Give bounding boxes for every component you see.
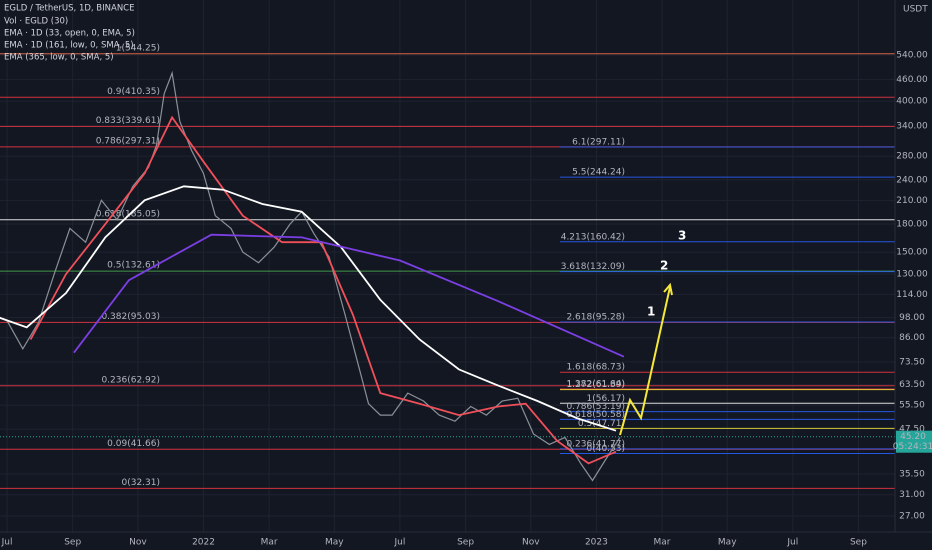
- y-tick-label: 400.00: [896, 97, 928, 107]
- fib-label: 0(32.31): [121, 478, 160, 488]
- projection-path: [619, 286, 671, 436]
- fib-label: 3.618(132.09): [561, 262, 625, 272]
- fib-label: 1(56.17): [586, 394, 625, 404]
- y-tick-label: 31.00: [899, 490, 925, 500]
- x-tick-label: Sep: [850, 538, 867, 548]
- fib-label: 0.5(132.61): [107, 261, 160, 271]
- fib-label: 2.618(95.28): [566, 312, 625, 322]
- current-price-box: [896, 430, 932, 453]
- y-tick-label: 540.00: [896, 51, 928, 61]
- x-tick-label: 2022: [192, 538, 215, 548]
- fib-label: 0.382(95.03): [101, 312, 160, 322]
- y-tick-label: 210.00: [896, 196, 928, 206]
- y-tick-label: 150.00: [896, 248, 928, 258]
- x-tick-label: Mar: [261, 538, 278, 548]
- annotation: 3: [678, 229, 686, 243]
- y-tick-label: 27.00: [899, 511, 925, 521]
- fib-label: 1.272(61.39): [566, 380, 625, 390]
- fib-label: 4.213(160.42): [561, 232, 625, 242]
- y-tick-label: 240.00: [896, 175, 928, 185]
- fib-label: 1(544.25): [116, 43, 160, 53]
- annotation: 2: [660, 259, 668, 273]
- y-tick-label: 55.50: [899, 401, 925, 411]
- axes: 540.00460.00400.00340.00280.00240.00210.…: [1, 51, 932, 548]
- y-tick-label: 340.00: [896, 122, 928, 132]
- x-tick-label: Jul: [786, 538, 798, 548]
- y-tick-label: 98.00: [899, 313, 925, 323]
- x-tick-label: May: [325, 538, 344, 548]
- y-tick-label: 460.00: [896, 75, 928, 85]
- y-tick-label: 86.00: [899, 333, 925, 343]
- fib-label: 0.833(339.61): [96, 116, 160, 126]
- y-tick-label: 280.00: [896, 152, 928, 162]
- fib-label: 1.618(68.73): [566, 363, 625, 373]
- price-lines: [0, 70, 895, 482]
- fib-label: 0.786(53.19): [566, 402, 625, 412]
- indicator-line: [0, 185, 617, 432]
- fib-label: 0.236(62.92): [101, 375, 160, 385]
- y-tick-label: 73.50: [899, 357, 925, 367]
- countdown-label: 05:24:31: [893, 442, 932, 452]
- legend-entry: EMA · 1D (33, open, 0, EMA, 5): [4, 29, 135, 39]
- x-tick-label: 2023: [585, 538, 608, 548]
- chart-title: EGLD / TetherUS, 1D, BINANCE: [4, 4, 134, 14]
- fib-label: 0.236(41.77): [566, 439, 625, 449]
- fib-label: 0.9(410.35): [107, 87, 160, 97]
- fib-label: 0.786(297.31): [96, 136, 160, 146]
- y-tick-label: 130.00: [896, 270, 928, 280]
- y-tick-label: 47.50: [899, 425, 925, 435]
- x-tick-label: Nov: [129, 538, 147, 548]
- fib-label: 0.09(41.66): [107, 439, 160, 449]
- x-tick-label: May: [718, 538, 737, 548]
- annotation: 1: [647, 305, 655, 319]
- x-tick-label: Sep: [457, 538, 474, 548]
- fib-label: 6.1(297.11): [572, 137, 625, 147]
- indicator-line: [73, 233, 625, 358]
- x-tick-label: Sep: [64, 538, 81, 548]
- x-tick-label: Jul: [394, 538, 406, 548]
- fib-levels: 1(544.25) 0.9(410.35) 0.833(339.61) 0.786(2…: [0, 43, 895, 489]
- axis-unit: USDT: [903, 5, 928, 15]
- y-tick-label: 35.50: [899, 469, 925, 479]
- price-axis: [895, 0, 932, 550]
- current-price-label: 45.20: [900, 432, 926, 442]
- y-tick-label: 63.50: [899, 380, 925, 390]
- legend-entry: EMA · 1D (161, low, 0, SMA, 5): [4, 41, 134, 51]
- fib-label: 0.5(47.71): [578, 419, 625, 429]
- y-tick-label: 114.00: [896, 290, 928, 300]
- indicator-line: [29, 115, 617, 465]
- x-tick-label: Nov: [522, 538, 540, 548]
- fib-label: 5.5(244.24): [572, 168, 625, 178]
- projection-arrow: [663, 282, 673, 296]
- fib-label: 1.382(61.64): [566, 379, 625, 389]
- legend-entry: EMA (365, low, 0, SMA, 5): [4, 53, 114, 63]
- x-tick-label: Mar: [654, 538, 671, 548]
- fib-label: 0(40.53): [586, 444, 625, 454]
- x-tick-label: Jul: [1, 538, 13, 548]
- y-tick-label: 180.00: [896, 220, 928, 230]
- indicator-label: Vol · EGLD (30): [4, 17, 68, 27]
- fib-label: 0.618(185.05): [96, 209, 160, 219]
- fib-label: 0.618(50.58): [566, 410, 625, 420]
